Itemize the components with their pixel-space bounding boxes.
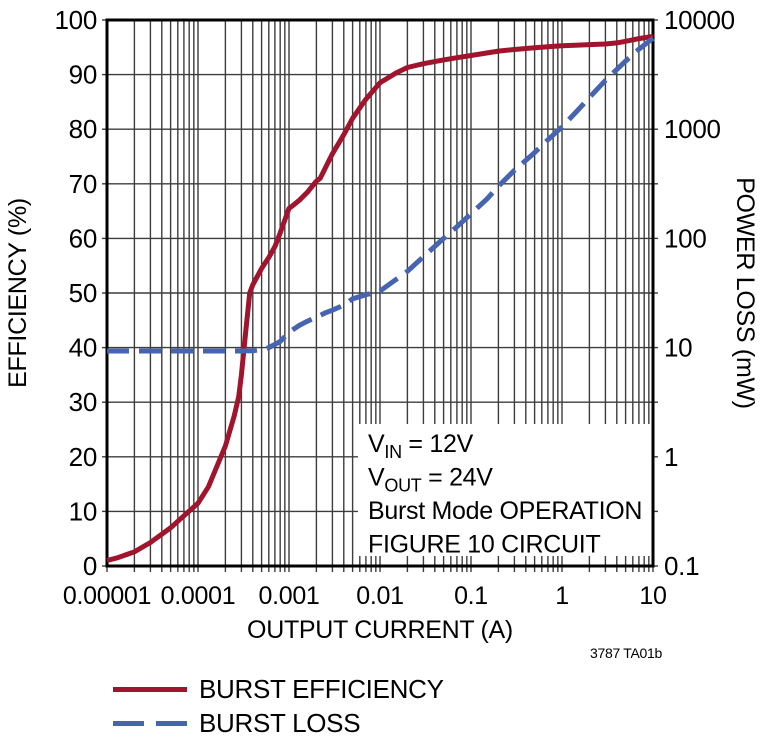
legend-item-burst-efficiency: BURST EFFICIENCY xyxy=(113,672,444,706)
right-axis-tick-labels: 10000 1000 100 10 1 0.1 xyxy=(664,5,735,581)
left-axis-title: EFFICIENCY (%) xyxy=(4,198,32,388)
x-tick-label: 10 xyxy=(639,582,666,610)
x-tick-label: 1 xyxy=(555,582,569,610)
left-tick-label: 0 xyxy=(83,551,97,581)
x-tick-label: 0.001 xyxy=(258,582,319,610)
right-tick-label: 10000 xyxy=(664,5,735,35)
legend-label: BURST EFFICIENCY xyxy=(199,673,444,704)
burst-efficiency-curve xyxy=(106,33,654,563)
solid-line-swatch xyxy=(113,686,187,692)
left-tick-label: 30 xyxy=(69,387,97,417)
left-tick-label: 50 xyxy=(69,278,97,308)
legend-label: BURST LOSS xyxy=(199,707,361,738)
right-tick-label: 1000 xyxy=(664,114,721,144)
left-tick-label: 40 xyxy=(69,333,97,363)
annotation-line: VIN = 12V xyxy=(368,430,474,462)
right-axis-title: POWER LOSS (mW) xyxy=(731,177,759,409)
x-axis-tick-labels: 0.00001 0.0001 0.001 0.01 0.1 1 10 xyxy=(63,582,667,610)
x-axis-title: OUTPUT CURRENT (A) xyxy=(247,616,513,644)
left-tick-label: 90 xyxy=(69,60,97,90)
right-tick-label: 100 xyxy=(664,223,706,253)
x-tick-label: 0.01 xyxy=(356,582,403,610)
left-tick-label: 10 xyxy=(69,496,97,526)
figure-reference-code: 3787 TA01b xyxy=(590,645,663,661)
left-tick-label: 100 xyxy=(55,5,97,35)
plot-frame xyxy=(105,18,655,568)
left-tick-label: 20 xyxy=(69,442,97,472)
x-tick-label: 0.1 xyxy=(454,582,488,610)
x-tick-label: 0.0001 xyxy=(161,582,236,610)
dashed-line-swatch xyxy=(113,720,187,726)
left-tick-label: 80 xyxy=(69,114,97,144)
left-tick-label: 60 xyxy=(69,223,97,253)
right-tick-label: 10 xyxy=(664,333,692,363)
annotation-line: FIGURE 10 CIRCUIT xyxy=(368,531,600,559)
right-tick-label: 0.1 xyxy=(664,551,699,581)
left-tick-label: 70 xyxy=(69,169,97,199)
annotation-line: Burst Mode OPERATION xyxy=(368,497,642,525)
right-tick-label: 1 xyxy=(664,442,678,472)
burst-loss-curve xyxy=(107,36,655,354)
legend-item-burst-loss: BURST LOSS xyxy=(113,706,444,740)
x-tick-label: 0.00001 xyxy=(63,582,151,610)
chart-legend: BURST EFFICIENCY BURST LOSS xyxy=(113,672,444,740)
annotation-line: VOUT = 24V xyxy=(368,464,493,496)
